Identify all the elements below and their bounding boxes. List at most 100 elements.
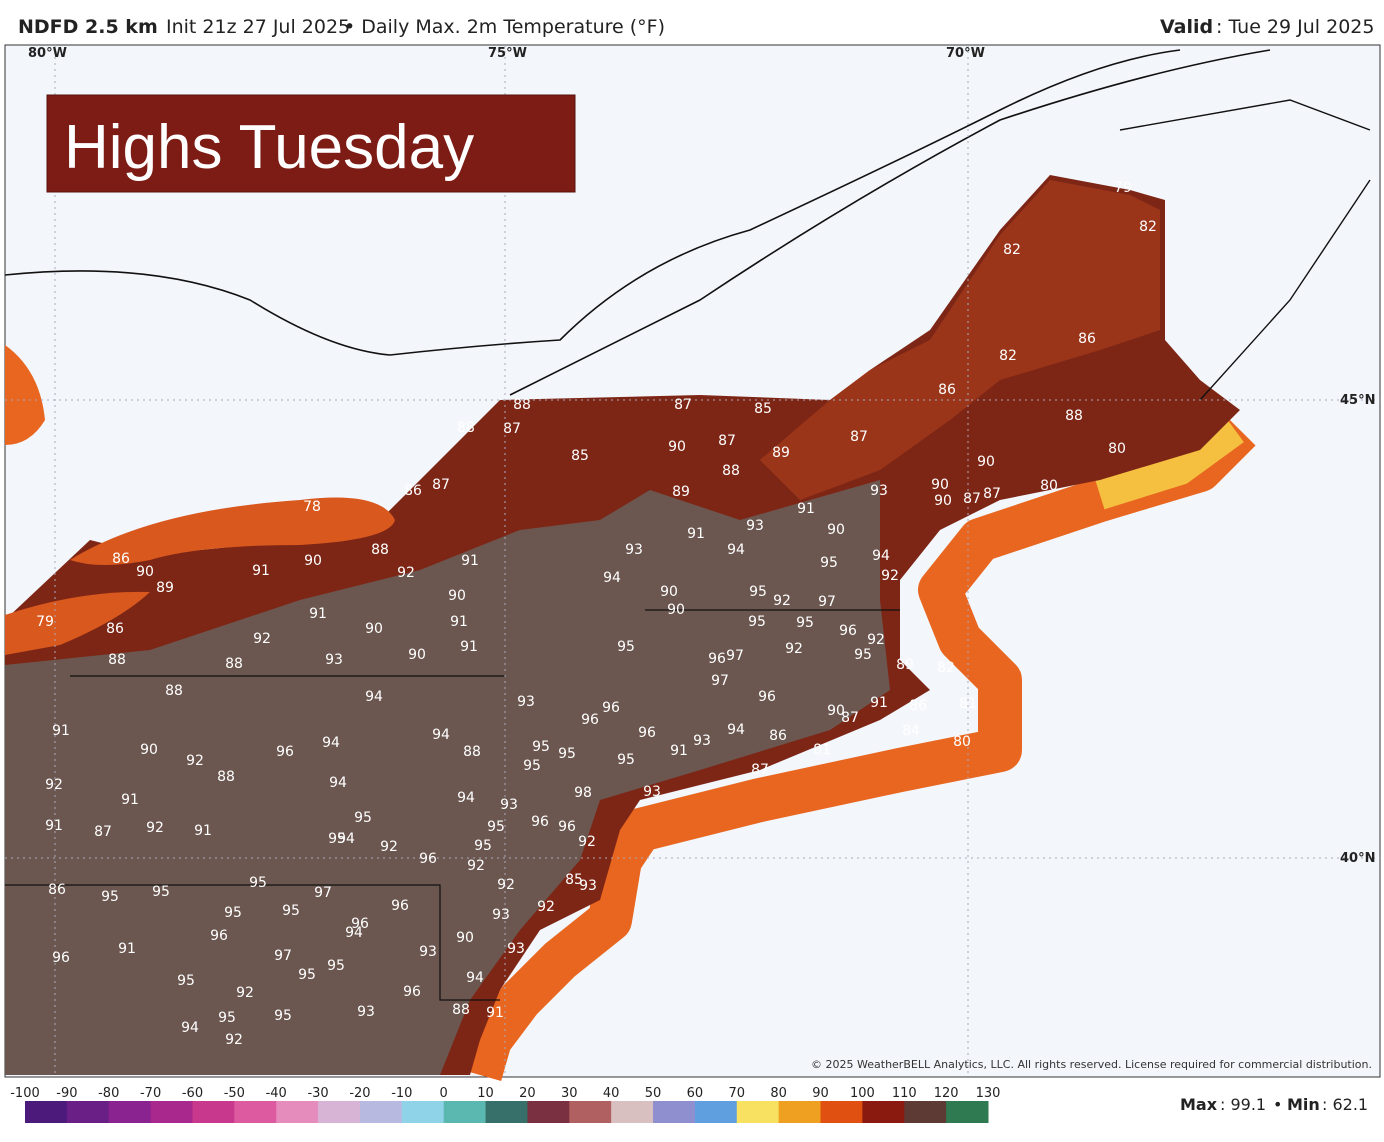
temperature-label: 86 xyxy=(112,551,130,567)
temperature-label: 90 xyxy=(934,493,952,509)
field-name: • Daily Max. 2m Temperature (°F) xyxy=(344,16,665,38)
colorbar-segment xyxy=(569,1101,612,1123)
temperature-label: 92 xyxy=(380,839,398,855)
overlay-title-box xyxy=(46,94,576,193)
temperature-label: 87 xyxy=(503,421,521,437)
colorbar-tick-label: 20 xyxy=(519,1086,536,1101)
valid-value: : Tue 29 Jul 2025 xyxy=(1216,16,1374,38)
temperature-label: 95 xyxy=(617,752,635,768)
colorbar-segment xyxy=(694,1101,738,1123)
temperature-label: 93 xyxy=(419,944,437,960)
temperature-label: 93 xyxy=(507,941,525,957)
colorbar-tick-label: 10 xyxy=(477,1086,494,1101)
max-value: : 99.1 xyxy=(1220,1095,1266,1114)
temperature-label: 96 xyxy=(419,851,437,867)
colorbar-segment xyxy=(443,1101,487,1123)
colorbar-segment xyxy=(192,1101,235,1123)
temperature-label: 96 xyxy=(391,898,409,914)
river xyxy=(509,49,1271,396)
temperature-label: 89 xyxy=(156,580,174,596)
temperature-label: 96 xyxy=(602,700,620,716)
temperature-label: 91 xyxy=(52,723,70,739)
temperature-label: 95 xyxy=(523,758,541,774)
temperature-label: 94 xyxy=(603,570,621,586)
temperature-label: 94 xyxy=(337,831,355,847)
temperature-label: 92 xyxy=(146,820,164,836)
temperature-label: 88 xyxy=(225,656,243,672)
colorbar-tick-label: 40 xyxy=(603,1086,620,1101)
temperature-label: 79 xyxy=(1114,180,1132,196)
colorbar-tick-label: 90 xyxy=(812,1086,829,1101)
temperature-label: 91 xyxy=(121,792,139,808)
temperature-label: 96 xyxy=(210,928,228,944)
temperature-label: 95 xyxy=(820,555,838,571)
longitude-label: 75°W xyxy=(488,46,527,61)
temperature-label: 97 xyxy=(711,673,729,689)
temperature-label: 92 xyxy=(881,568,899,584)
temperature-label: 90 xyxy=(456,930,474,946)
valid-label: Valid xyxy=(1160,16,1213,38)
colorbar-tick-label: 50 xyxy=(645,1086,662,1101)
colorbar-segment xyxy=(25,1101,68,1123)
colorbar-tick-label: -60 xyxy=(182,1086,203,1101)
colorbar-segment xyxy=(234,1101,277,1123)
temperature-label: 95 xyxy=(224,905,242,921)
temperature-label: 92 xyxy=(497,877,515,893)
temperature-label: 92 xyxy=(186,753,204,769)
colorbar-tick-label: -80 xyxy=(98,1086,119,1101)
temperature-label: 92 xyxy=(785,641,803,657)
temperature-label: 94 xyxy=(727,722,745,738)
latitude-label: 40°N xyxy=(1340,851,1375,866)
temperature-label: 86 xyxy=(106,621,124,637)
temperature-label: 81 xyxy=(959,696,977,712)
temperature-label: 88 xyxy=(513,397,531,413)
temperature-label: 96 xyxy=(581,712,599,728)
temperature-label: 89 xyxy=(772,445,790,461)
temperature-label: 91 xyxy=(687,526,705,542)
temperature-label: 94 xyxy=(872,548,890,564)
temperature-label: 87 xyxy=(841,710,859,726)
temperature-label: 97 xyxy=(274,948,292,964)
temperature-label: 90 xyxy=(365,621,383,637)
temperature-label: 87 xyxy=(983,486,1001,502)
colorbar-segment xyxy=(150,1101,193,1123)
colorbar-tick-label: 100 xyxy=(850,1086,875,1101)
temperature-label: 80 xyxy=(1040,478,1058,494)
temperature-label: 95 xyxy=(282,903,300,919)
temperature-label: 96 xyxy=(531,814,549,830)
temperature-label: 94 xyxy=(727,542,745,558)
colorbar-segment xyxy=(359,1101,403,1123)
separator: • xyxy=(1273,1095,1282,1114)
temperature-label: 95 xyxy=(558,746,576,762)
temperature-label: 94 xyxy=(466,970,484,986)
border xyxy=(1119,99,1371,401)
temperature-label: 90 xyxy=(140,742,158,758)
temperature-label: 84 xyxy=(902,723,920,739)
temperature-label: 91 xyxy=(309,606,327,622)
temperature-label: 92 xyxy=(537,899,555,915)
temperature-label: 87 xyxy=(751,762,769,778)
colorbar-segment xyxy=(946,1101,989,1123)
colorbar-segment xyxy=(778,1101,822,1123)
colorbar-segment xyxy=(736,1101,780,1123)
colorbar-tick-label: 0 xyxy=(440,1086,448,1101)
temperature-label: 95 xyxy=(617,639,635,655)
river xyxy=(4,49,1181,356)
colorbar-tick-label: -20 xyxy=(349,1086,370,1101)
temperature-label: 95 xyxy=(487,819,505,835)
colorbar-segment xyxy=(862,1101,905,1123)
temperature-label: 86 xyxy=(48,882,66,898)
temperature-label: 93 xyxy=(517,694,535,710)
temperature-label: 94 xyxy=(322,735,340,751)
temperature-label: 90 xyxy=(667,602,685,618)
colorbar-segment xyxy=(318,1101,361,1123)
temperature-label: 90 xyxy=(408,647,426,663)
colorbar-segment xyxy=(611,1101,654,1123)
temperature-label: 86 xyxy=(909,698,927,714)
temperature-label: 90 xyxy=(668,439,686,455)
temperature-label: 91 xyxy=(460,639,478,655)
temperature-label: 94 xyxy=(345,925,363,941)
temperature-label: 98 xyxy=(574,785,592,801)
colorbar-tick-label: -40 xyxy=(266,1086,287,1101)
temperature-label: 95 xyxy=(854,647,872,663)
